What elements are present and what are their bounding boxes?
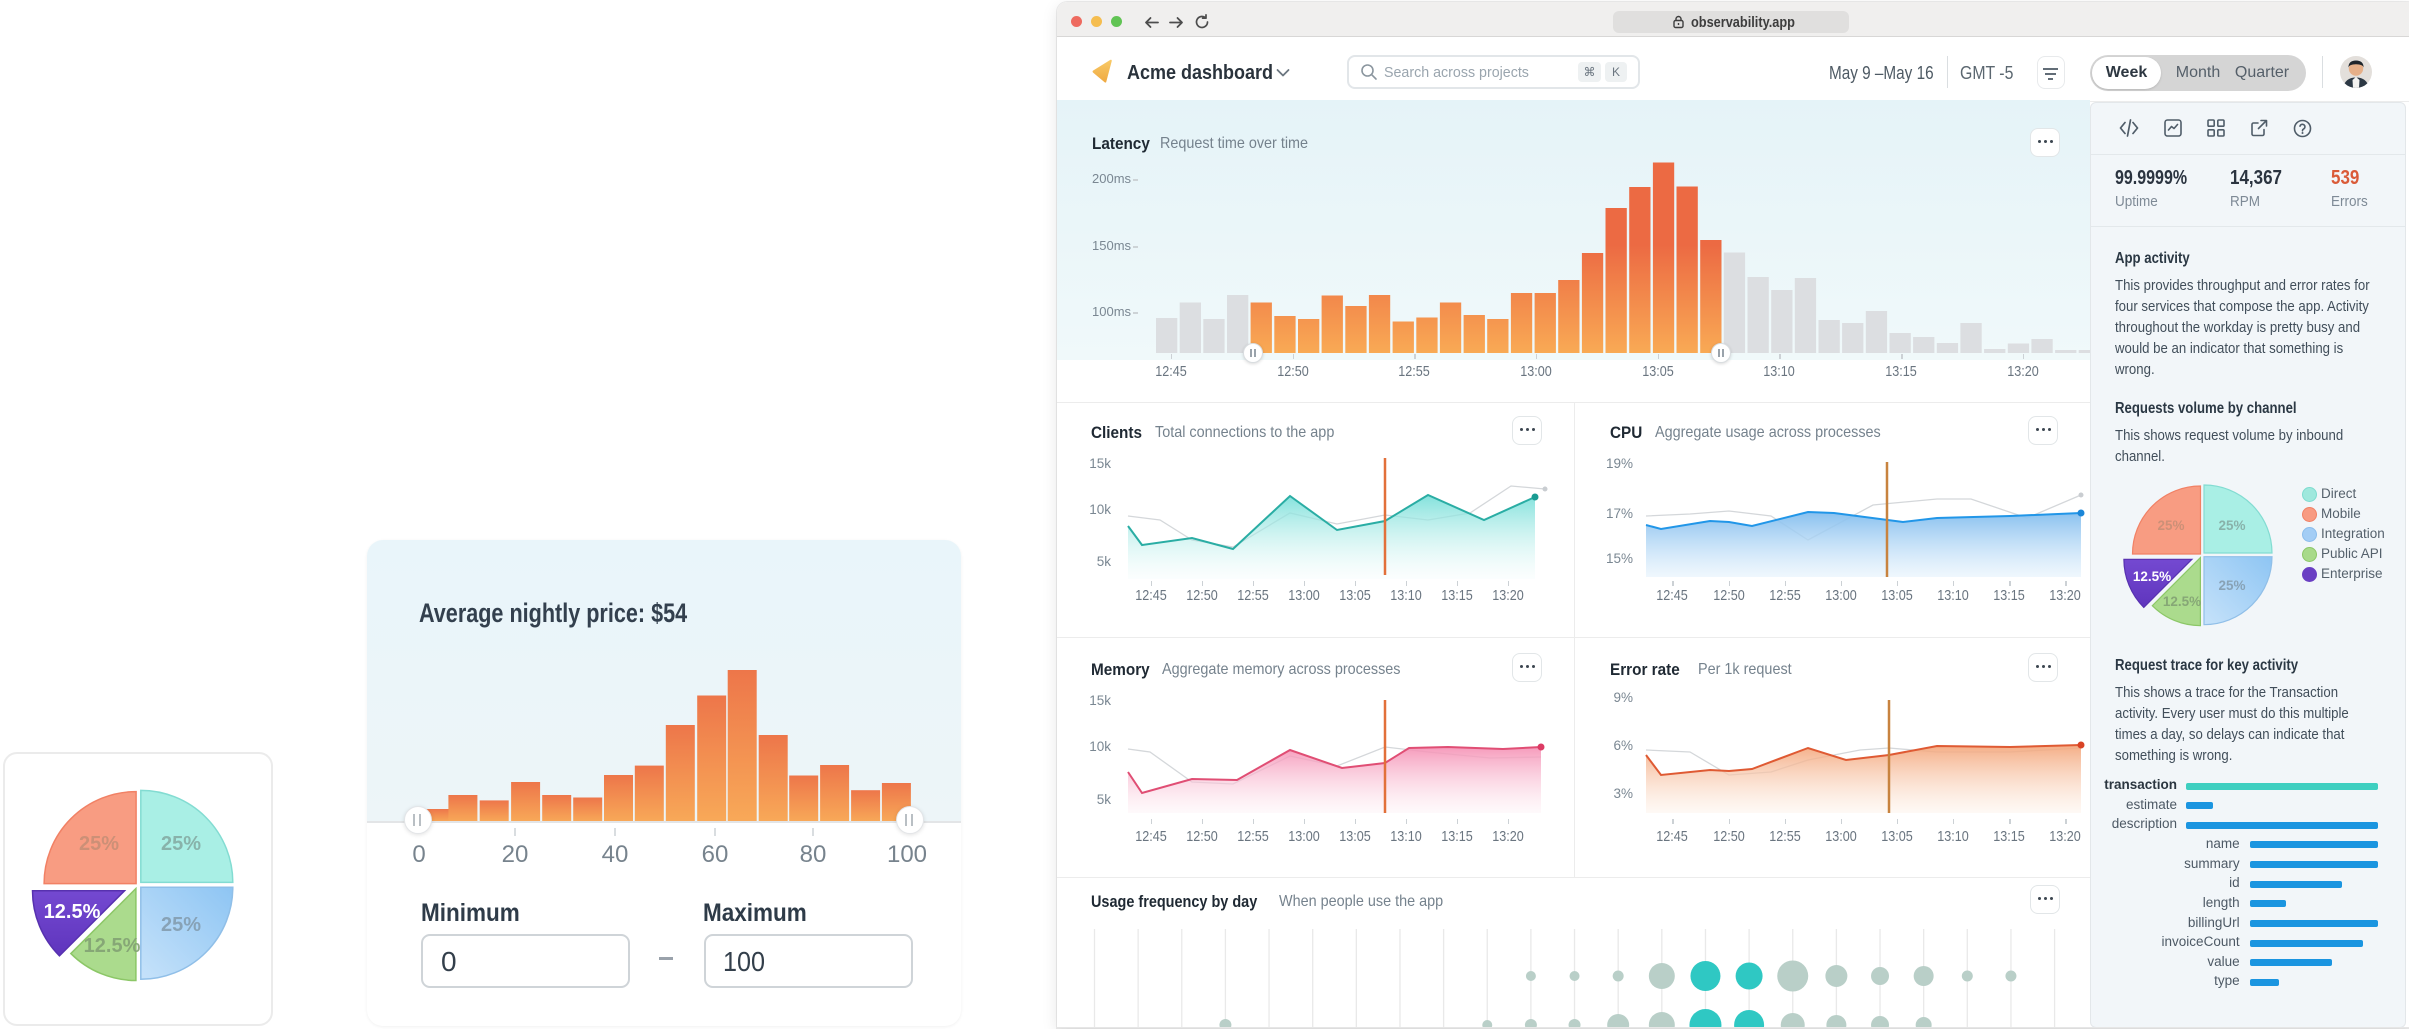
svg-text:25%: 25% bbox=[161, 833, 201, 855]
svg-text:25%: 25% bbox=[2218, 518, 2245, 533]
svg-text:12.5%: 12.5% bbox=[84, 935, 141, 957]
svg-text:25%: 25% bbox=[161, 914, 201, 936]
svg-text:12.5%: 12.5% bbox=[2163, 594, 2201, 609]
svg-text:25%: 25% bbox=[2157, 518, 2184, 533]
svg-text:12.5%: 12.5% bbox=[44, 901, 101, 923]
svg-text:25%: 25% bbox=[2218, 578, 2245, 593]
svg-text:25%: 25% bbox=[79, 833, 119, 855]
svg-text:12.5%: 12.5% bbox=[2133, 569, 2171, 584]
